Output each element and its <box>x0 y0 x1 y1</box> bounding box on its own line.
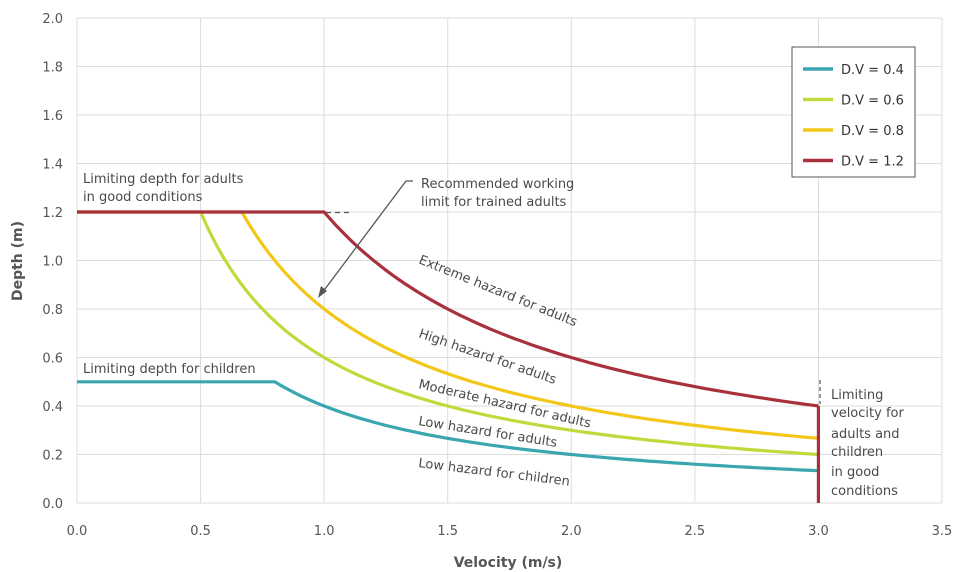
legend-label-0: D.V = 0.4 <box>841 63 904 78</box>
x-tick-label-1: 0.5 <box>190 524 211 539</box>
tick-labels: 0.0 0.2 0.4 0.6 0.8 1.0 1.2 1.4 1.6 1.8 2.0 0.0 0.5 1… <box>42 12 952 539</box>
x-tick-label-4: 2.0 <box>561 524 582 539</box>
series-line-3 <box>77 210 819 408</box>
y-tick-label-5: 1.0 <box>42 255 63 270</box>
y-tick-label-8: 1.6 <box>42 109 63 124</box>
grid <box>76 17 943 504</box>
x-tick-label-6: 3.0 <box>808 524 829 539</box>
child-depth-label: Limiting depth for children <box>83 362 256 377</box>
y-tick-label-10: 2.0 <box>42 12 63 27</box>
series-line-1 <box>77 210 819 457</box>
legend-label-1: D.V = 0.6 <box>841 94 904 109</box>
x-axis-title: Velocity (m/s) <box>454 555 563 571</box>
series-lines <box>77 210 821 503</box>
velocity-limit-label-line6: conditions <box>831 484 898 499</box>
velocity-limit-label-line4: children <box>831 445 883 460</box>
x-tick-label-5: 2.5 <box>685 524 706 539</box>
y-tick-label-6: 1.2 <box>42 206 63 221</box>
recommended-arrowhead <box>318 286 327 298</box>
y-tick-label-4: 0.8 <box>42 303 63 318</box>
y-tick-label-1: 0.2 <box>42 449 63 464</box>
y-tick-label-9: 1.8 <box>42 61 63 76</box>
series-line-0 <box>77 380 819 473</box>
recommended-arrow <box>321 180 413 294</box>
legend-label-3: D.V = 1.2 <box>841 155 904 170</box>
recommended-label-line1: Recommended working <box>421 177 574 192</box>
x-tick-label-0: 0.0 <box>67 524 88 539</box>
adult-depth-label-line2: in good conditions <box>83 190 203 205</box>
x-tick-label-7: 3.5 <box>932 524 953 539</box>
legend-label-2: D.V = 0.8 <box>841 124 904 139</box>
y-tick-label-7: 1.4 <box>42 158 63 173</box>
adult-depth-label-line1: Limiting depth for adults <box>83 172 244 187</box>
legend-entries: D.V = 0.4 D.V = 0.6 D.V = 0.8 D.V = 1.2 <box>803 63 904 170</box>
recommended-label-line2: limit for trained adults <box>421 195 567 210</box>
x-tick-label-2: 1.0 <box>314 524 335 539</box>
series-line-2 <box>77 210 819 440</box>
velocity-limit-label-line3: adults and <box>831 427 900 442</box>
x-tick-label-3: 1.5 <box>437 524 458 539</box>
velocity-limit-label-line5: in good <box>831 465 879 480</box>
y-axis-title: Depth (m) <box>10 221 26 301</box>
velocity-limit-label-line1: Limiting <box>831 388 883 403</box>
extreme-hazard-label: Extreme hazard for adults <box>417 253 580 330</box>
y-tick-label-2: 0.4 <box>42 400 63 415</box>
velocity-limit-label-line2: velocity for <box>831 406 904 421</box>
y-tick-label-0: 0.0 <box>42 497 63 512</box>
low-hazard-children-label: Low hazard for children <box>418 456 571 489</box>
y-tick-label-3: 0.6 <box>42 352 63 367</box>
legend: D.V = 0.4 D.V = 0.6 D.V = 0.8 D.V = 1.2 <box>791 46 916 178</box>
